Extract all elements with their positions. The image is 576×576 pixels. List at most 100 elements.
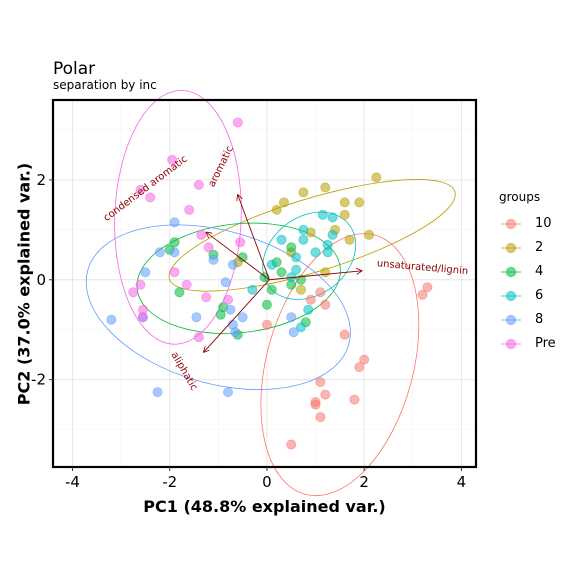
point-group-2: [272, 205, 281, 214]
x-tick-label: -4: [65, 473, 80, 491]
point-group-6: [304, 305, 313, 314]
legend-key-point: [506, 339, 515, 348]
point-group-8: [289, 328, 298, 337]
legend-label: 8: [535, 312, 543, 327]
point-group-8: [107, 315, 116, 324]
point-group-pre: [236, 238, 245, 247]
x-tick-label: 4: [457, 473, 467, 491]
point-group-pre: [202, 293, 211, 302]
point-group-6: [328, 213, 337, 222]
point-group-pre: [194, 180, 203, 189]
legend-key-point: [506, 219, 515, 228]
legend-key-point: [506, 267, 515, 276]
legend-label: 4: [535, 264, 543, 279]
legend-key: [499, 260, 523, 284]
x-tick-label: 2: [359, 473, 369, 491]
legend-key: [499, 212, 523, 236]
point-group-4: [287, 243, 296, 252]
point-group-2: [340, 198, 349, 207]
x-axis-label: PC1 (48.8% explained var.): [53, 497, 476, 516]
point-group-10: [306, 295, 315, 304]
point-group-2: [372, 173, 381, 182]
point-group-8: [226, 305, 235, 314]
point-group-6: [292, 253, 301, 262]
point-group-4: [262, 300, 271, 309]
point-group-8: [221, 278, 230, 287]
point-group-2: [279, 198, 288, 207]
point-group-pre: [223, 295, 232, 304]
point-group-8: [223, 388, 232, 397]
point-group-8: [170, 218, 179, 227]
legend-item-10: 10: [499, 212, 575, 236]
point-group-pre: [129, 288, 138, 297]
point-group-4: [267, 285, 276, 294]
point-group-2: [299, 188, 308, 197]
point-group-6: [318, 210, 327, 219]
point-group-8: [209, 255, 218, 264]
point-group-2: [321, 183, 330, 192]
point-group-6: [328, 230, 337, 239]
legend-label: 2: [535, 240, 543, 255]
point-group-pre: [233, 118, 242, 127]
point-group-8: [170, 248, 179, 257]
y-tick-label: 2: [36, 171, 46, 189]
legend-key: [499, 236, 523, 260]
point-group-10: [316, 378, 325, 387]
legend-title: groups: [499, 190, 540, 204]
point-group-10: [262, 320, 271, 329]
point-group-10: [316, 288, 325, 297]
legend-item-2: 2: [499, 236, 575, 260]
point-group-4: [175, 288, 184, 297]
point-group-2: [355, 198, 364, 207]
point-group-6: [311, 248, 320, 257]
legend-label: Pre: [535, 336, 556, 351]
point-group-8: [238, 313, 247, 322]
point-group-6: [299, 235, 308, 244]
legend-key-point: [506, 291, 515, 300]
point-group-10: [418, 290, 427, 299]
point-group-pre: [197, 230, 206, 239]
point-group-pre: [194, 333, 203, 342]
legend-item-pre: Pre: [499, 332, 575, 356]
y-axis-label: PC2 (37.0% explained var.): [15, 163, 34, 405]
legend-key-point: [506, 315, 515, 324]
point-group-pre: [136, 280, 145, 289]
point-group-2: [321, 268, 330, 277]
point-group-pre: [182, 280, 191, 289]
point-group-10: [287, 440, 296, 449]
point-group-2: [345, 235, 354, 244]
point-group-2: [340, 210, 349, 219]
point-group-10: [340, 330, 349, 339]
x-tick-label: 0: [262, 473, 272, 491]
x-tick-label: -2: [162, 473, 177, 491]
point-group-pre: [185, 205, 194, 214]
legend-key: [499, 308, 523, 332]
legend-label: 10: [535, 216, 552, 231]
legend-key: [499, 332, 523, 356]
point-group-8: [141, 268, 150, 277]
legend-key-point: [506, 243, 515, 252]
point-group-8: [231, 328, 240, 337]
point-group-4: [216, 310, 225, 319]
point-group-10: [321, 390, 330, 399]
legend-item-4: 4: [499, 260, 575, 284]
chart-subtitle: separation by inc: [53, 78, 157, 92]
point-group-8: [192, 313, 201, 322]
point-group-2: [364, 230, 373, 239]
chart-title: Polar: [53, 59, 95, 79]
point-group-pre: [170, 268, 179, 277]
point-group-10: [321, 300, 330, 309]
point-group-10: [350, 395, 359, 404]
point-group-2: [296, 285, 305, 294]
point-group-8: [155, 248, 164, 257]
legend-item-8: 8: [499, 308, 575, 332]
point-group-8: [287, 313, 296, 322]
point-group-pre: [204, 243, 213, 252]
point-group-10: [355, 363, 364, 372]
legend-key: [499, 284, 523, 308]
point-group-8: [228, 260, 237, 269]
y-tick-label: 0: [36, 271, 46, 289]
legend-item-6: 6: [499, 284, 575, 308]
point-group-8: [153, 388, 162, 397]
